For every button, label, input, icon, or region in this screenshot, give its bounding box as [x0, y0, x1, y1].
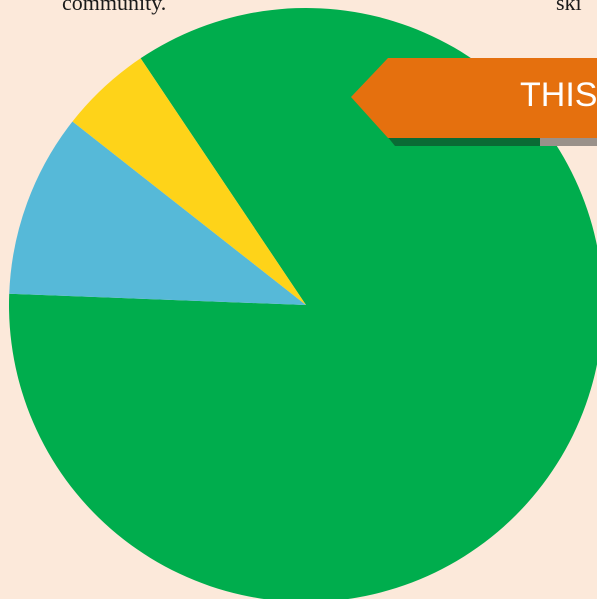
top-left-text: community. — [62, 0, 167, 15]
banner-label: THIS — [520, 76, 597, 114]
pie-slice-2 — [72, 58, 307, 306]
pie-slice-0 — [9, 8, 597, 599]
pie-slice-1 — [9, 121, 306, 305]
top-right-text: ski — [556, 0, 582, 15]
